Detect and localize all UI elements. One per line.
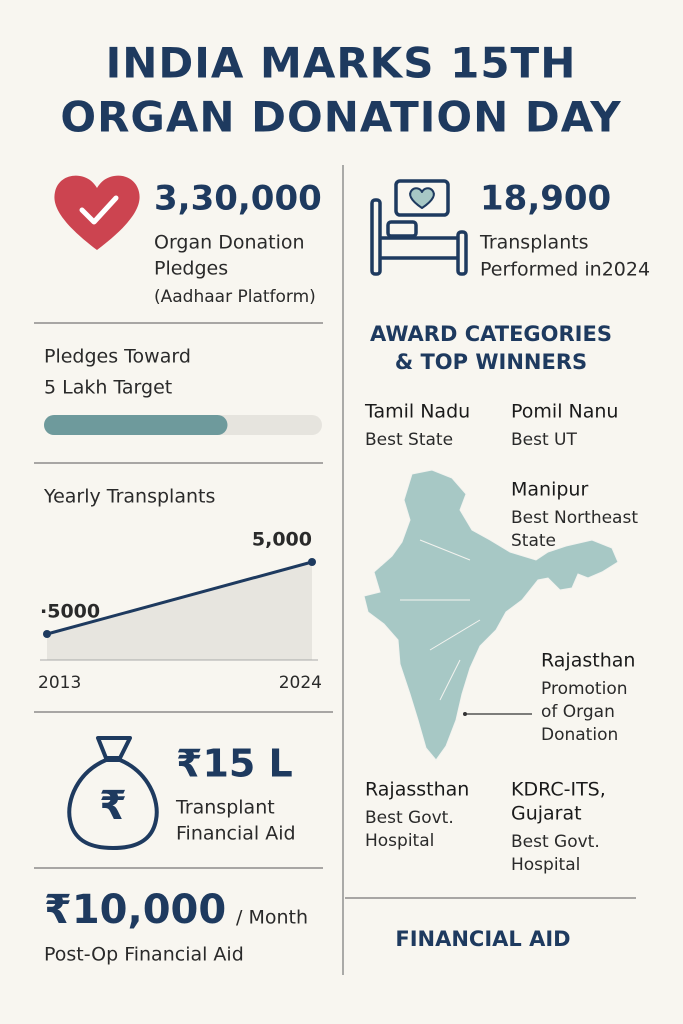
heart-icon [54, 175, 140, 250]
winner-name: Gujarat [511, 803, 582, 825]
winner-name: Pomil Nanu [511, 401, 618, 423]
winner-name: Manipur [511, 479, 588, 501]
winner-category: Hospital [511, 855, 580, 875]
stat-label: (Aadhaar Platform) [154, 287, 316, 307]
stat-label: Performed in2024 [480, 259, 650, 281]
chart-point [308, 558, 316, 566]
winner-category: State [511, 531, 556, 551]
winner-category: Best Govt. [365, 808, 454, 828]
bed-icon [370, 179, 468, 276]
winner-name: Rajasthan [541, 650, 635, 672]
winner-category: of Organ [541, 702, 615, 722]
title: INDIA MARKS 15TH [106, 39, 577, 88]
x-label: 2024 [279, 673, 322, 693]
stat-value: 3,30,000 [154, 179, 322, 219]
winners: Tamil Nadu Best State Pomil Nanu Best UT Man… [364, 401, 638, 876]
point-label: ·5000 [40, 601, 100, 623]
chart-point [43, 630, 51, 638]
winner-name: Tamil Nadu [364, 401, 470, 423]
stat-value: 18,900 [480, 179, 611, 219]
stat-label: Post-Op Financial Aid [44, 944, 244, 966]
winner-name: Rajassthan [365, 779, 469, 801]
money-bag-icon [67, 736, 159, 850]
stat-label: Financial Aid [176, 823, 296, 845]
stat-unit: / Month [236, 907, 308, 929]
winner-category: Hospital [365, 831, 434, 851]
rupee-symbol: ₹ [99, 783, 127, 829]
map-borders [400, 539, 481, 701]
x-label: 2013 [38, 673, 81, 693]
winner-category: Promotion [541, 679, 628, 699]
stat-label: Transplants [479, 232, 589, 254]
chart-area [47, 562, 312, 660]
section-heading: AWARD CATEGORIES [370, 322, 612, 346]
progress-label: 5 Lakh Target [44, 377, 172, 399]
title: ORGAN DONATION DAY [60, 93, 621, 142]
progress-label: Pledges Toward [44, 346, 191, 368]
stat-label: Pledges [154, 258, 228, 280]
stat-label: Transplant [175, 797, 275, 819]
winner-category: Best Govt. [511, 832, 600, 852]
winner-category: Donation [541, 725, 618, 745]
winner-name: KDRC-ITS, [511, 779, 606, 801]
stat-value: ₹10,000 [44, 887, 226, 933]
stat-label: Organ Donation [154, 232, 305, 254]
progress-fill [44, 415, 228, 435]
stat-value: ₹15 L [176, 742, 293, 786]
winner-category: Best Northeast [511, 508, 638, 528]
winner-category: Best State [365, 430, 453, 450]
chart-title: Yearly Transplants [43, 486, 215, 508]
winner-category: Best UT [511, 430, 577, 450]
footer-heading: FINANCIAL AID [395, 927, 570, 951]
section-heading: & TOP WINNERS [395, 350, 587, 374]
chart-line [46, 560, 313, 636]
point-label: 5,000 [252, 529, 312, 551]
leader-dot [463, 712, 467, 716]
